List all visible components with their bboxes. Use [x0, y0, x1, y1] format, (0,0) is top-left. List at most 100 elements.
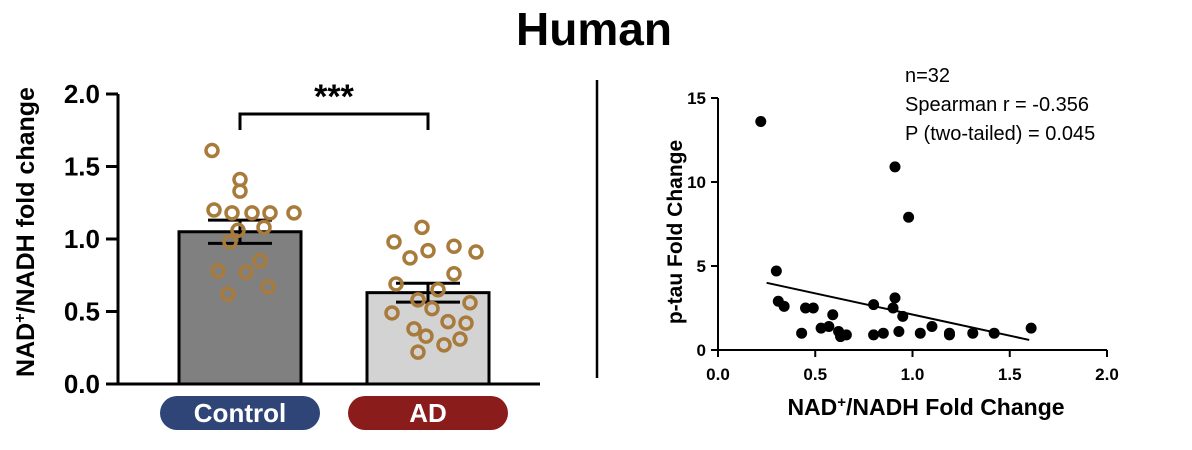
scatter-data-points	[755, 116, 1037, 343]
bar-data-point	[410, 344, 426, 360]
bar-data-point	[238, 264, 254, 281]
scatter-x-ticks: 0.0 0.5 1.0 1.5 2.0	[706, 350, 1119, 384]
bar-data-point	[388, 276, 404, 292]
scatter-y-ticks: 0 5 10 15	[687, 89, 718, 360]
scatter-data-point	[770, 265, 782, 277]
scatter-data-point	[943, 327, 955, 339]
bar	[177, 230, 303, 386]
bar-data-point	[436, 337, 452, 353]
bar-chart: 0.0 0.5 1.0 1.5 2.0 *** NAD+/NADH fold chang…	[12, 78, 540, 430]
bar-data-point	[232, 183, 248, 199]
bar-data-point	[420, 242, 436, 259]
scatter-data-point	[868, 299, 880, 311]
figure-title: Human	[516, 3, 672, 55]
bar-data-point	[452, 331, 468, 347]
significance-label: ***	[314, 78, 354, 116]
scatter-fit-line	[766, 281, 1030, 341]
bar-y-tick-label: 0.5	[64, 297, 100, 327]
bar-data-point	[468, 244, 484, 260]
scatter-data-point	[827, 309, 839, 321]
scatter-annotation: P (two-tailed) = 0.045	[905, 123, 1095, 145]
bar-data-point	[210, 263, 226, 279]
bar-data-point	[386, 234, 402, 250]
scatter-data-point	[755, 116, 767, 128]
bar-category-labels: Control AD	[160, 396, 508, 430]
bar-data-point	[430, 282, 446, 298]
category-label: Control	[194, 398, 286, 428]
fit-line	[766, 281, 1030, 341]
bar-data-point	[244, 205, 260, 221]
scatter-data-point	[796, 327, 808, 339]
bar-data-point	[204, 142, 220, 159]
bar-data-point	[418, 328, 434, 344]
scatter-annotation: Spearman r = -0.356	[905, 94, 1089, 116]
bar-data-point	[224, 205, 240, 221]
bar-data-point	[458, 315, 474, 331]
scatter-data-point	[840, 329, 852, 341]
scatter-data-point	[1025, 322, 1037, 334]
bar-data-point	[262, 205, 278, 221]
scatter-x-tick-label: 1.0	[901, 365, 925, 384]
bar-data-point	[402, 250, 418, 266]
scatter-data-point	[868, 329, 880, 341]
bar-data-point	[414, 219, 430, 236]
bar-data-point	[410, 292, 426, 308]
bar-bars	[177, 230, 491, 386]
bar-data-point	[260, 279, 276, 295]
bar-data-point	[286, 205, 302, 221]
scatter-data-point	[887, 302, 899, 314]
bar-y-label: NAD+/NADH fold change	[12, 87, 40, 377]
scatter-annotation: n=32	[905, 65, 950, 87]
bar-y-tick-label: 2.0	[64, 79, 100, 109]
bar-data-point	[424, 300, 440, 317]
bar-data-point	[252, 253, 268, 269]
scatter-data-point	[778, 300, 790, 312]
scatter-data-point	[889, 292, 901, 304]
bar-data-point	[446, 266, 462, 282]
bar-y-tick-label: 0.0	[64, 369, 100, 399]
bar-error-bars	[208, 218, 460, 304]
bar-data-point	[230, 222, 246, 239]
bar-data-point	[222, 234, 238, 250]
bar-data-point	[220, 286, 236, 302]
scatter-data-point	[807, 302, 819, 314]
scatter-x-tick-label: 2.0	[1095, 365, 1119, 384]
scatter-x-tick-label: 1.5	[998, 365, 1022, 384]
scatter-data-point	[926, 320, 938, 332]
scatter-x-tick-label: 0.5	[803, 365, 827, 384]
bar-y-ticks: 0.0 0.5 1.0 1.5 2.0	[64, 79, 118, 399]
scatter-chart: 0 5 10 15 0.0 0.5 1.0 1.5 2.0 n=32 Spearman r = …	[664, 65, 1119, 420]
scatter-y-tick-label: 15	[687, 89, 706, 108]
bar-y-tick-label: 1.0	[64, 224, 100, 254]
bar-data-points	[204, 142, 484, 360]
scatter-data-point	[967, 327, 979, 339]
bar-data-point	[440, 313, 456, 330]
scatter-data-point	[897, 310, 909, 322]
bar-data-point	[384, 305, 400, 321]
scatter-data-point	[877, 327, 889, 339]
scatter-data-point	[823, 320, 835, 332]
significance-bracket	[238, 112, 430, 130]
category-pill	[348, 396, 508, 430]
scatter-annotations: n=32 Spearman r = -0.356 P (two-tailed) = …	[905, 65, 1095, 145]
category-label: AD	[409, 398, 447, 428]
bar-data-point	[462, 295, 478, 311]
bar-y-tick-label: 1.5	[64, 152, 100, 182]
scatter-data-point	[914, 327, 926, 339]
scatter-data-point	[889, 161, 901, 173]
category-pill	[160, 396, 320, 430]
bar-data-point	[256, 219, 272, 236]
scatter-x-label: NAD+/NADH Fold Change	[787, 394, 1064, 420]
scatter-y-tick-label: 10	[687, 173, 706, 192]
bar-data-point	[206, 202, 222, 218]
scatter-data-point	[903, 211, 915, 223]
scatter-data-point	[800, 302, 812, 314]
scatter-y-tick-label: 0	[697, 341, 706, 360]
scatter-x-tick-label: 0.0	[706, 365, 730, 384]
bar-data-point	[406, 321, 422, 337]
scatter-data-point	[988, 327, 1000, 339]
scatter-data-point	[893, 326, 905, 338]
scatter-y-tick-label: 5	[697, 257, 706, 276]
bar-data-point	[446, 238, 462, 254]
